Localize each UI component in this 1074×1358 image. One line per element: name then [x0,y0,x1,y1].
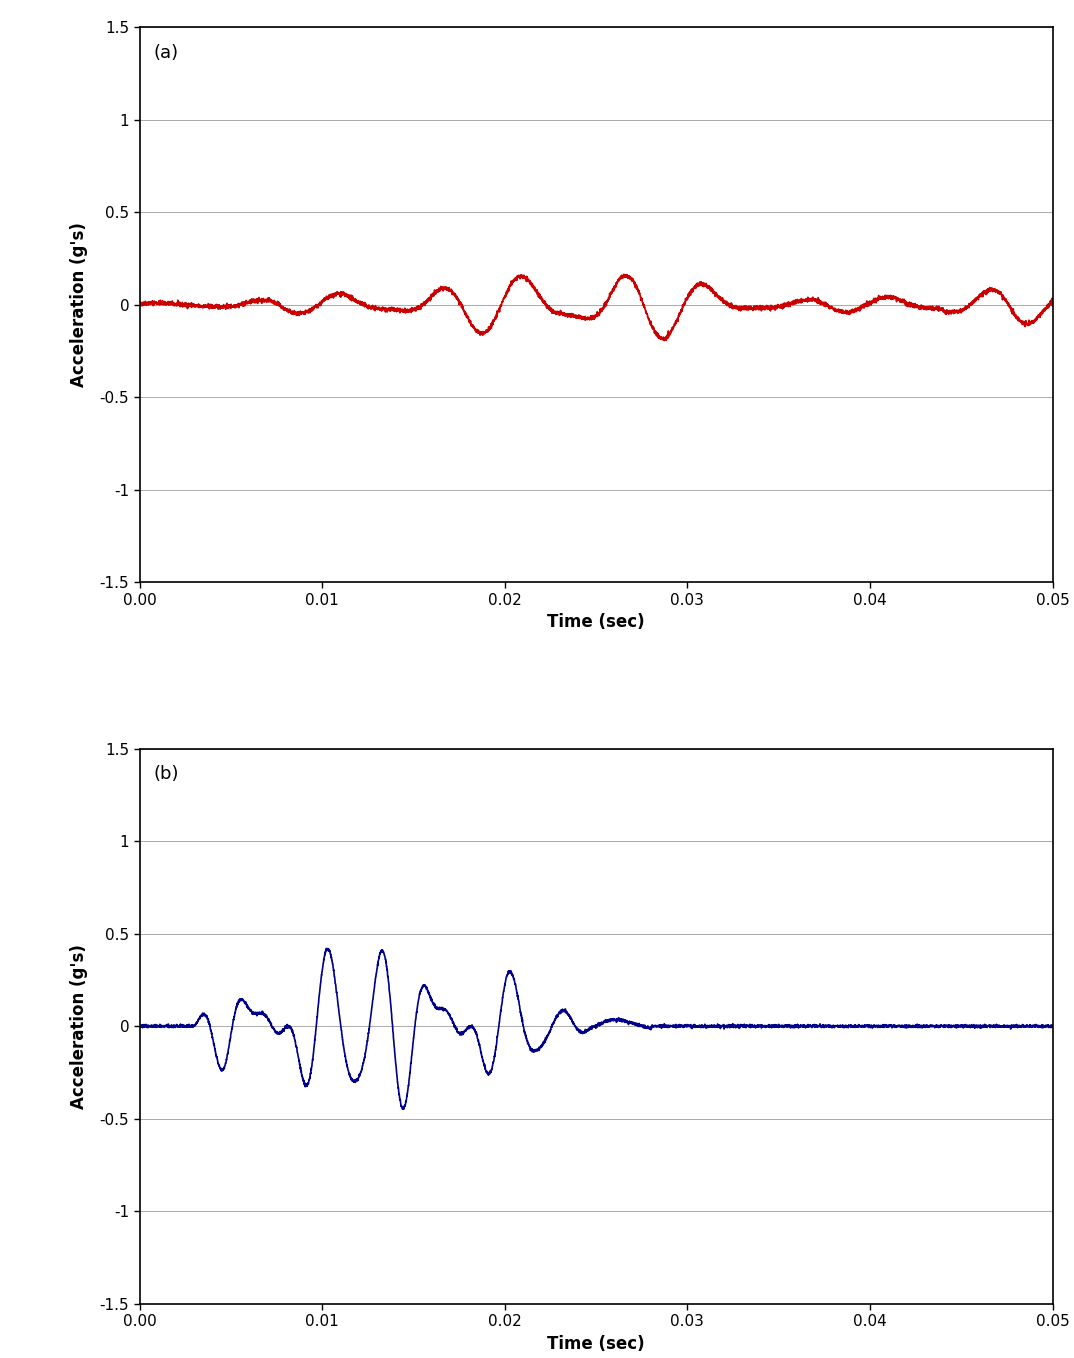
Text: (a): (a) [154,43,178,62]
Y-axis label: Acceleration (g's): Acceleration (g's) [71,944,88,1108]
X-axis label: Time (sec): Time (sec) [548,1335,644,1353]
X-axis label: Time (sec): Time (sec) [548,614,644,631]
Text: (b): (b) [154,766,178,784]
Y-axis label: Acceleration (g's): Acceleration (g's) [71,223,88,387]
